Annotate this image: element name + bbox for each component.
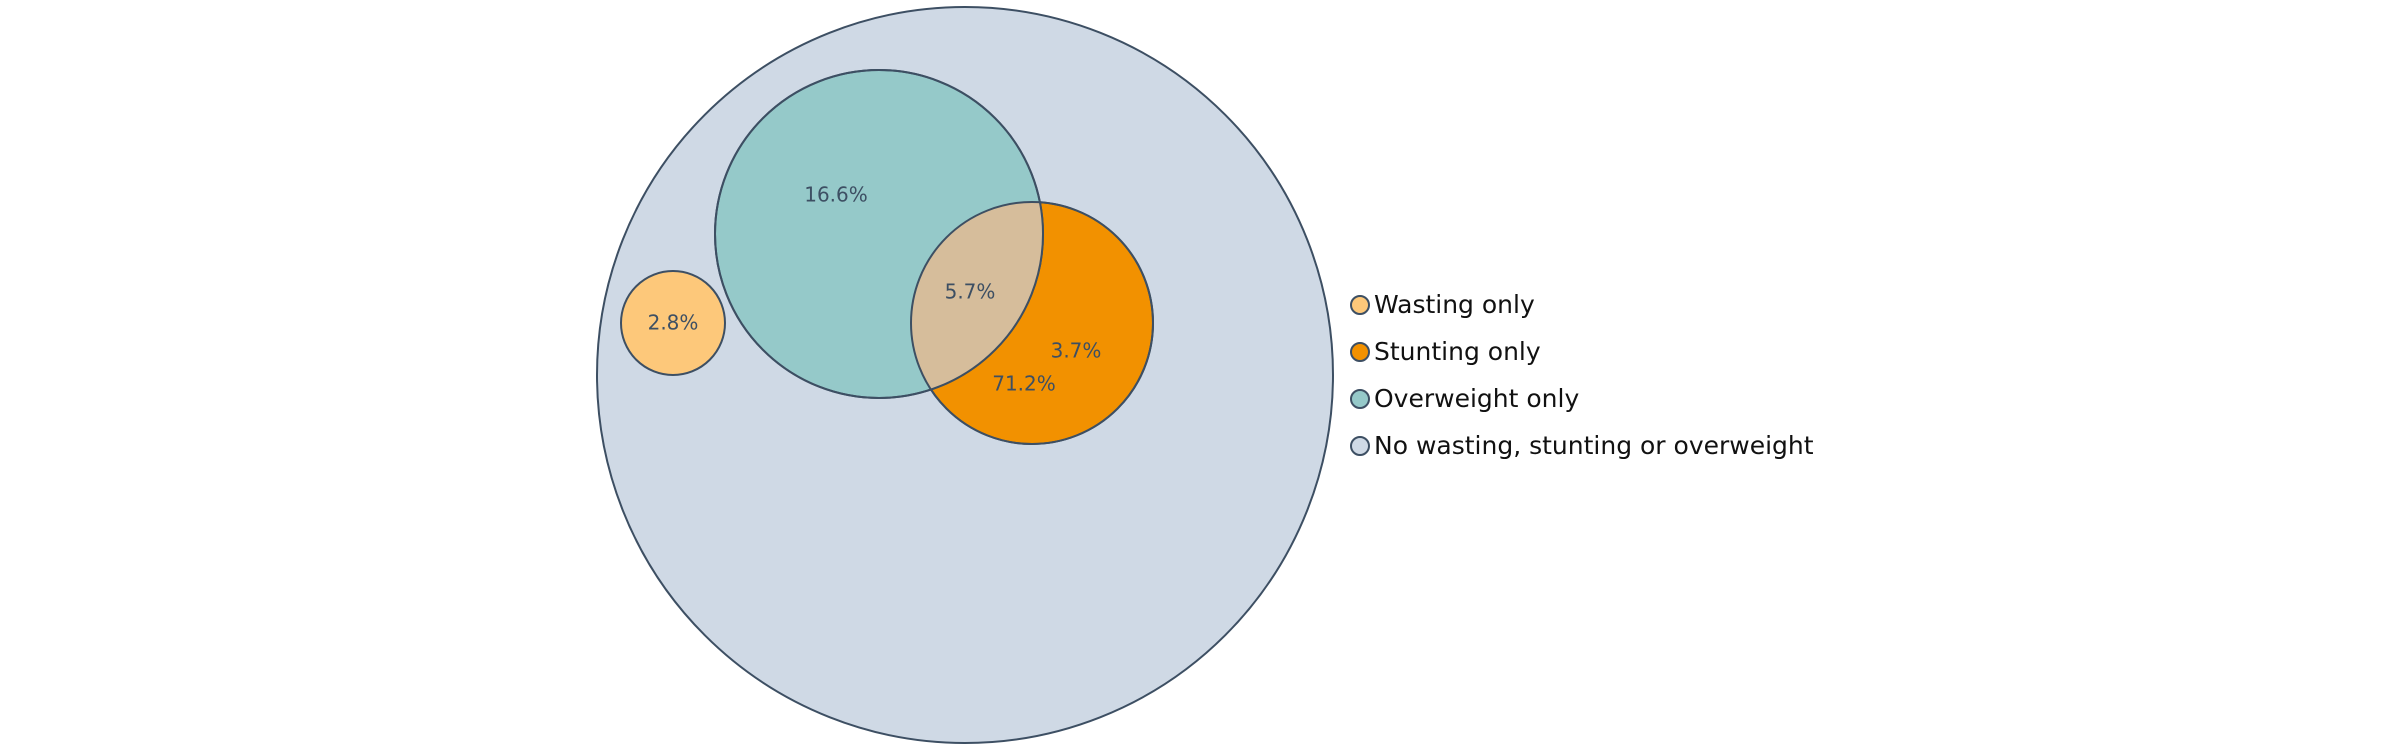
stunting-overweight-overlap [911, 202, 1043, 398]
legend-label-stunting: Stunting only [1374, 337, 1541, 366]
legend-item-none: No wasting, stunting or overweight [1350, 431, 1814, 460]
no-condition-percent-label: 71.2% [992, 372, 1056, 396]
wasting-circle [620, 270, 726, 376]
overweight-percent-label: 16.6% [804, 183, 868, 207]
legend-marker-none [1350, 436, 1370, 456]
legend-marker-wasting [1350, 295, 1370, 315]
stunting-circle-outline [910, 201, 1154, 445]
wasting-percent-label: 2.8% [648, 311, 699, 335]
legend-marker-stunting [1350, 342, 1370, 362]
legend-label-wasting: Wasting only [1374, 290, 1535, 319]
legend-item-overweight: Overweight only [1350, 384, 1579, 413]
legend-item-wasting: Wasting only [1350, 290, 1535, 319]
overlap-percent-label: 5.7% [945, 280, 996, 304]
legend-label-overweight: Overweight only [1374, 384, 1579, 413]
legend: Wasting only Stunting only Overweight on… [1350, 290, 1814, 460]
stunting-percent-label: 3.7% [1051, 339, 1102, 363]
legend-marker-overweight [1350, 389, 1370, 409]
legend-label-none: No wasting, stunting or overweight [1374, 431, 1814, 460]
legend-item-stunting: Stunting only [1350, 337, 1541, 366]
overweight-circle-outline [714, 69, 1044, 399]
